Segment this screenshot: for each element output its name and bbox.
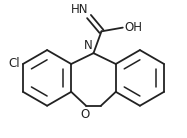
Text: N: N [84,39,93,52]
Text: HN: HN [71,3,88,16]
Text: OH: OH [124,21,142,34]
Text: O: O [81,108,90,121]
Text: Cl: Cl [8,57,20,70]
